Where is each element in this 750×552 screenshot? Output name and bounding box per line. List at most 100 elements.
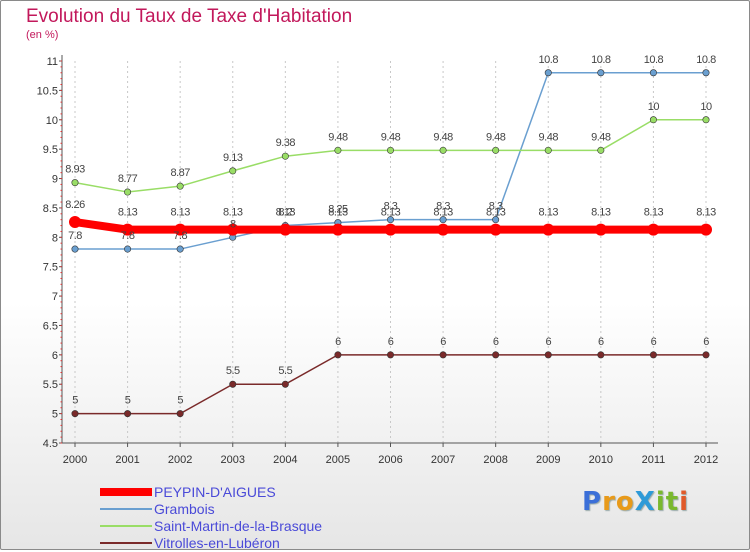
series-0-point-2000 bbox=[69, 216, 81, 229]
y-minor-tick bbox=[60, 389, 62, 391]
y-minor-tick bbox=[60, 66, 62, 68]
x-tick-label-2009: 2009 bbox=[536, 454, 560, 466]
y-minor-tick bbox=[60, 324, 62, 326]
legend-label-grambois: Grambois bbox=[154, 501, 215, 517]
y-minor-tick bbox=[60, 195, 62, 197]
series-2-label-2004: 9.38 bbox=[276, 137, 296, 149]
series-2-label-2005: 9.48 bbox=[328, 131, 348, 143]
legend-label-vitrolles: Vitrolles-en-Lubéron bbox=[154, 535, 280, 551]
y-minor-tick bbox=[60, 348, 62, 350]
y-minor-tick bbox=[60, 371, 62, 373]
series-2-label-2008: 9.48 bbox=[486, 131, 506, 143]
series-1-point-2006 bbox=[386, 216, 394, 224]
y-minor-tick bbox=[60, 260, 62, 262]
series-1-label-2011: 10.8 bbox=[644, 54, 664, 66]
series-0-label-2007: 8.13 bbox=[433, 207, 453, 219]
y-minor-tick bbox=[60, 219, 62, 221]
series-2-point-2009 bbox=[544, 146, 552, 154]
series-1-point-2010 bbox=[597, 69, 605, 77]
series-1-point-2011 bbox=[649, 69, 657, 77]
logo-letter-0: P bbox=[582, 487, 603, 517]
y-tick-label-9: 9 bbox=[52, 174, 58, 186]
series-0-point-2009 bbox=[542, 223, 555, 236]
y-minor-tick bbox=[60, 430, 62, 432]
legend-swatch-saint-martin bbox=[100, 525, 152, 527]
y-minor-tick bbox=[60, 413, 62, 415]
series-1-label-2009: 10.8 bbox=[539, 54, 559, 66]
y-minor-tick bbox=[60, 189, 62, 191]
logo-letter-4: i bbox=[655, 487, 666, 517]
legend-item-vitrolles: Vitrolles-en-Lubéron bbox=[100, 535, 400, 552]
y-tick-label-7.5: 7.5 bbox=[43, 262, 58, 274]
series-1-label-2002: 7.8 bbox=[173, 230, 187, 242]
y-minor-tick bbox=[60, 377, 62, 379]
series-3-label-2001: 5 bbox=[125, 395, 131, 407]
y-minor-tick bbox=[60, 148, 62, 150]
series-0-point-2010 bbox=[594, 223, 607, 236]
chart-legend: PEYPIN-D'AIGUES Grambois Saint-Martin-de… bbox=[100, 484, 400, 552]
x-tick-label-2010: 2010 bbox=[589, 454, 613, 466]
y-minor-tick bbox=[60, 213, 62, 215]
series-1-point-2000 bbox=[71, 245, 79, 253]
y-tick-label-6.5: 6.5 bbox=[43, 320, 58, 332]
y-tick-label-4.5: 4.5 bbox=[43, 438, 58, 450]
y-minor-tick bbox=[60, 383, 62, 385]
series-2-label-2011: 10 bbox=[648, 101, 660, 113]
y-minor-tick bbox=[60, 166, 62, 168]
y-tick-label-7: 7 bbox=[52, 291, 58, 303]
series-0-label-2000: 8.26 bbox=[65, 199, 85, 211]
y-minor-tick bbox=[60, 201, 62, 203]
series-3-point-2011 bbox=[649, 351, 657, 359]
series-0-label-2011: 8.13 bbox=[644, 207, 664, 219]
series-0-point-2007 bbox=[437, 223, 450, 236]
y-tick-label-8: 8 bbox=[52, 232, 58, 244]
y-minor-tick bbox=[60, 236, 62, 238]
y-minor-tick bbox=[60, 307, 62, 309]
y-minor-tick bbox=[60, 319, 62, 321]
series-2-label-2001: 8.77 bbox=[118, 173, 138, 185]
series-2-point-2008 bbox=[492, 146, 500, 154]
series-2-point-2012 bbox=[702, 116, 710, 124]
series-0-label-2001: 8.13 bbox=[118, 207, 138, 219]
y-minor-tick bbox=[60, 266, 62, 268]
series-2-point-2000 bbox=[71, 179, 79, 187]
series-2-point-2004 bbox=[281, 152, 289, 160]
legend-swatch-peypin bbox=[100, 488, 152, 496]
y-minor-tick bbox=[60, 330, 62, 332]
series-0-label-2002: 8.13 bbox=[170, 207, 190, 219]
x-tick-label-2004: 2004 bbox=[273, 454, 297, 466]
legend-label-saint-martin: Saint-Martin-de-la-Brasque bbox=[154, 518, 323, 534]
series-3-label-2006: 6 bbox=[388, 336, 394, 348]
series-1-label-2008: 8.3 bbox=[489, 201, 503, 213]
x-tick-label-2007: 2007 bbox=[431, 454, 455, 466]
y-minor-tick bbox=[60, 395, 62, 397]
series-1-point-2007 bbox=[439, 216, 447, 224]
y-minor-tick bbox=[60, 113, 62, 115]
series-1-label-2012: 10.8 bbox=[696, 54, 716, 66]
series-3-point-2003 bbox=[229, 380, 237, 388]
series-0-point-2001 bbox=[121, 223, 134, 236]
logo-letter-5: t bbox=[665, 487, 680, 517]
legend-item-peypin: PEYPIN-D'AIGUES bbox=[100, 484, 400, 501]
series-3-label-2011: 6 bbox=[651, 336, 657, 348]
series-2-label-2010: 9.48 bbox=[591, 131, 611, 143]
series-2-point-2005 bbox=[334, 146, 342, 154]
series-3-point-2010 bbox=[597, 351, 605, 359]
legend-swatch-grambois bbox=[100, 508, 152, 510]
series-1-label-2004: 8.2 bbox=[278, 207, 292, 219]
x-tick-label-2000: 2000 bbox=[63, 454, 87, 466]
y-minor-tick bbox=[60, 172, 62, 174]
y-tick-label-8.5: 8.5 bbox=[43, 203, 58, 215]
series-0-label-2012: 8.13 bbox=[696, 207, 716, 219]
series-3-label-2007: 6 bbox=[440, 336, 446, 348]
y-minor-tick bbox=[60, 424, 62, 426]
y-minor-tick bbox=[60, 289, 62, 291]
series-0-point-2011 bbox=[647, 223, 660, 236]
x-tick-label-2001: 2001 bbox=[115, 454, 139, 466]
series-1-point-2002 bbox=[176, 245, 184, 253]
series-3-point-2002 bbox=[176, 410, 184, 418]
series-1-label-2000: 7.8 bbox=[68, 230, 82, 242]
y-minor-tick bbox=[60, 160, 62, 162]
series-3-point-2008 bbox=[492, 351, 500, 359]
